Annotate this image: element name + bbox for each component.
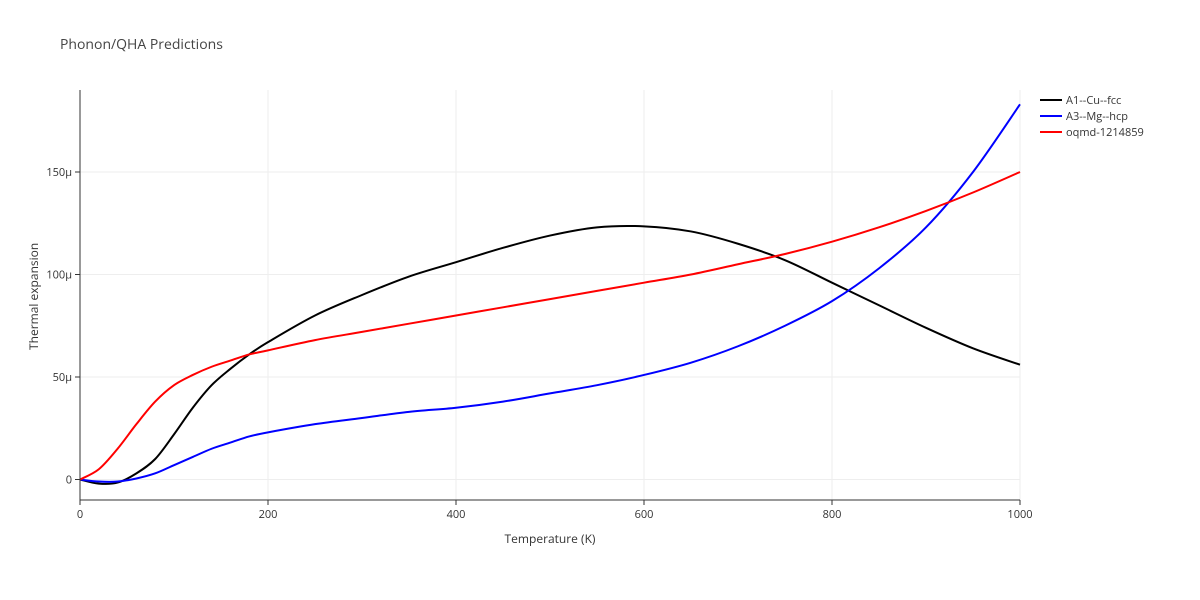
legend-swatch-icon (1040, 99, 1062, 101)
y-tick-label: 100μ (46, 268, 72, 283)
x-tick-label: 1000 (1007, 507, 1032, 522)
plot-area: 0 200 400 600 800 1000 0 50μ 100μ 150μ (0, 0, 1200, 600)
x-tick-label: 800 (823, 507, 842, 522)
series-line-2[interactable] (80, 172, 1020, 480)
x-tick-label: 200 (259, 507, 278, 522)
gridlines (80, 90, 1020, 500)
legend-item-1[interactable]: A3--Mg--hcp (1040, 108, 1144, 124)
y-tick-label: 150μ (46, 165, 72, 180)
legend-label: oqmd-1214859 (1066, 125, 1144, 140)
y-axis-label: Thermal expansion (25, 243, 42, 350)
legend-item-0[interactable]: A1--Cu--fcc (1040, 92, 1144, 108)
x-tick-label: 600 (635, 507, 654, 522)
legend-label: A3--Mg--hcp (1066, 109, 1128, 124)
x-axis-label: Temperature (K) (490, 530, 610, 547)
legend-swatch-icon (1040, 115, 1062, 117)
y-tick-label: 50μ (53, 370, 72, 385)
chart-title: Phonon/QHA Predictions (60, 35, 223, 54)
chart-container: Phonon/QHA Predictions 0 200 400 600 800 1000… (0, 0, 1200, 600)
x-tick-label: 0 (77, 507, 83, 522)
y-tick-label: 0 (66, 473, 72, 488)
x-tick-label: 400 (447, 507, 466, 522)
tick-group: 0 200 400 600 800 1000 0 50μ 100μ 150μ (46, 165, 1032, 522)
series-line-1[interactable] (80, 104, 1020, 482)
legend-swatch-icon (1040, 131, 1062, 133)
legend-item-2[interactable]: oqmd-1214859 (1040, 124, 1144, 140)
legend-label: A1--Cu--fcc (1066, 93, 1121, 108)
legend: A1--Cu--fccA3--Mg--hcpoqmd-1214859 (1040, 92, 1144, 140)
